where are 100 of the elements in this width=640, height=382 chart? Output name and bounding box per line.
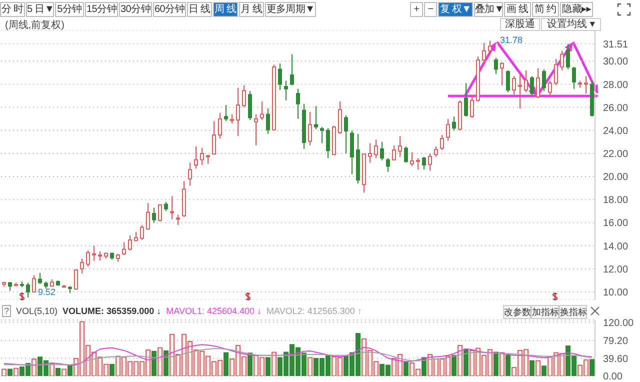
bar [494, 352, 498, 376]
candlestick [434, 146, 438, 158]
y-tick-label: 18.00 [603, 195, 628, 206]
candlestick [440, 134, 444, 150]
candlestick [368, 142, 372, 164]
candlestick [320, 126, 324, 144]
candlestick [380, 141, 384, 161]
y-tick-label: 31.51 [603, 39, 628, 50]
bar [224, 352, 228, 376]
candlestick [146, 202, 150, 230]
candlestick [494, 57, 498, 74]
candlestick [584, 76, 588, 94]
candlestick [548, 80, 552, 96]
candlestick [416, 158, 420, 170]
bar [272, 352, 276, 376]
bar [56, 368, 60, 376]
bar [14, 368, 18, 376]
y-tick-label: 14.00 [603, 241, 628, 252]
candlestick [266, 108, 270, 134]
candlestick [32, 274, 36, 293]
bar [500, 352, 504, 376]
text: 深股通 [500, 18, 540, 31]
bar [506, 354, 510, 376]
bar [266, 357, 270, 376]
bar [152, 350, 156, 376]
candlestick [98, 251, 102, 262]
text: 画 线 [504, 2, 531, 17]
candlestick [212, 120, 216, 156]
chart-title: (周线,前复权) [5, 18, 64, 32]
bar [542, 366, 546, 376]
candlestick [446, 118, 450, 142]
candlestick [86, 250, 90, 268]
y-tick-label: 39.60 [603, 354, 628, 365]
candlestick [194, 146, 198, 169]
annotation: 9.52 [38, 287, 56, 297]
text: VOL(5,10) [16, 306, 58, 316]
text: 日 线 [187, 2, 212, 17]
candlestick [392, 144, 396, 161]
candlestick [524, 70, 528, 93]
candlestick [158, 204, 162, 222]
candlestick [164, 201, 168, 212]
bar [464, 348, 468, 376]
y-tick-label: 30.00 [603, 56, 628, 68]
text: 5 日▼ [26, 2, 54, 17]
candlestick [350, 130, 354, 175]
text: 周 线 [213, 2, 238, 17]
bar [110, 364, 114, 376]
text: 加指标 [531, 305, 559, 319]
bar [164, 350, 168, 376]
text: 30分钟 [119, 2, 152, 17]
candlestick [308, 111, 312, 146]
candlestick [224, 104, 228, 122]
candlestick [374, 139, 378, 159]
line-series [4, 344, 592, 366]
text: MAVOL2: 412565.300 ↑ [266, 306, 362, 316]
candlestick [122, 242, 126, 256]
candlestick [470, 95, 474, 118]
y-tick-label: 12.00 [603, 264, 628, 276]
candlestick [398, 136, 402, 158]
candlestick [506, 70, 510, 93]
candlestick [542, 68, 546, 92]
y-tick-label: 26.00 [603, 102, 628, 114]
text: 月 线 [239, 2, 264, 17]
candlestick [242, 84, 246, 108]
text: 分 时 [0, 2, 25, 17]
bar [32, 358, 36, 376]
candlestick [386, 158, 390, 172]
bar [530, 360, 534, 376]
text: MAVOL1: 425604.400 ↓ [166, 306, 262, 316]
y-tick-label: 22.00 [603, 149, 628, 160]
y-tick-label: 79.20 [603, 336, 628, 348]
text: 隐藏▸▸ [560, 2, 593, 17]
y-tick-label: 120.00 [603, 318, 634, 329]
candlestick [344, 114, 348, 154]
bar [2, 368, 6, 376]
candlestick [248, 90, 252, 120]
candlestick [296, 88, 300, 120]
candlestick [236, 87, 240, 137]
candlestick [206, 154, 210, 164]
bar [590, 359, 594, 376]
bar [308, 357, 312, 376]
candlestick [410, 152, 414, 167]
candlestick [572, 66, 576, 90]
candlestick [482, 42, 486, 63]
candlestick [560, 50, 564, 71]
candlestick [92, 245, 96, 262]
candlestick [500, 62, 504, 86]
candlestick [26, 282, 30, 298]
bar [158, 347, 162, 376]
candlestick [428, 152, 432, 172]
candlestick [176, 214, 180, 226]
candlestick [488, 40, 492, 55]
bar [458, 345, 462, 376]
candlestick [170, 196, 174, 220]
bar [536, 360, 540, 376]
text: VOLUME: 365359.000 ↓ [62, 306, 162, 316]
candlestick [140, 224, 144, 240]
text: 5分钟 [55, 2, 84, 17]
text: 设置均线 ▾ [541, 18, 601, 31]
candlestick [260, 101, 264, 120]
